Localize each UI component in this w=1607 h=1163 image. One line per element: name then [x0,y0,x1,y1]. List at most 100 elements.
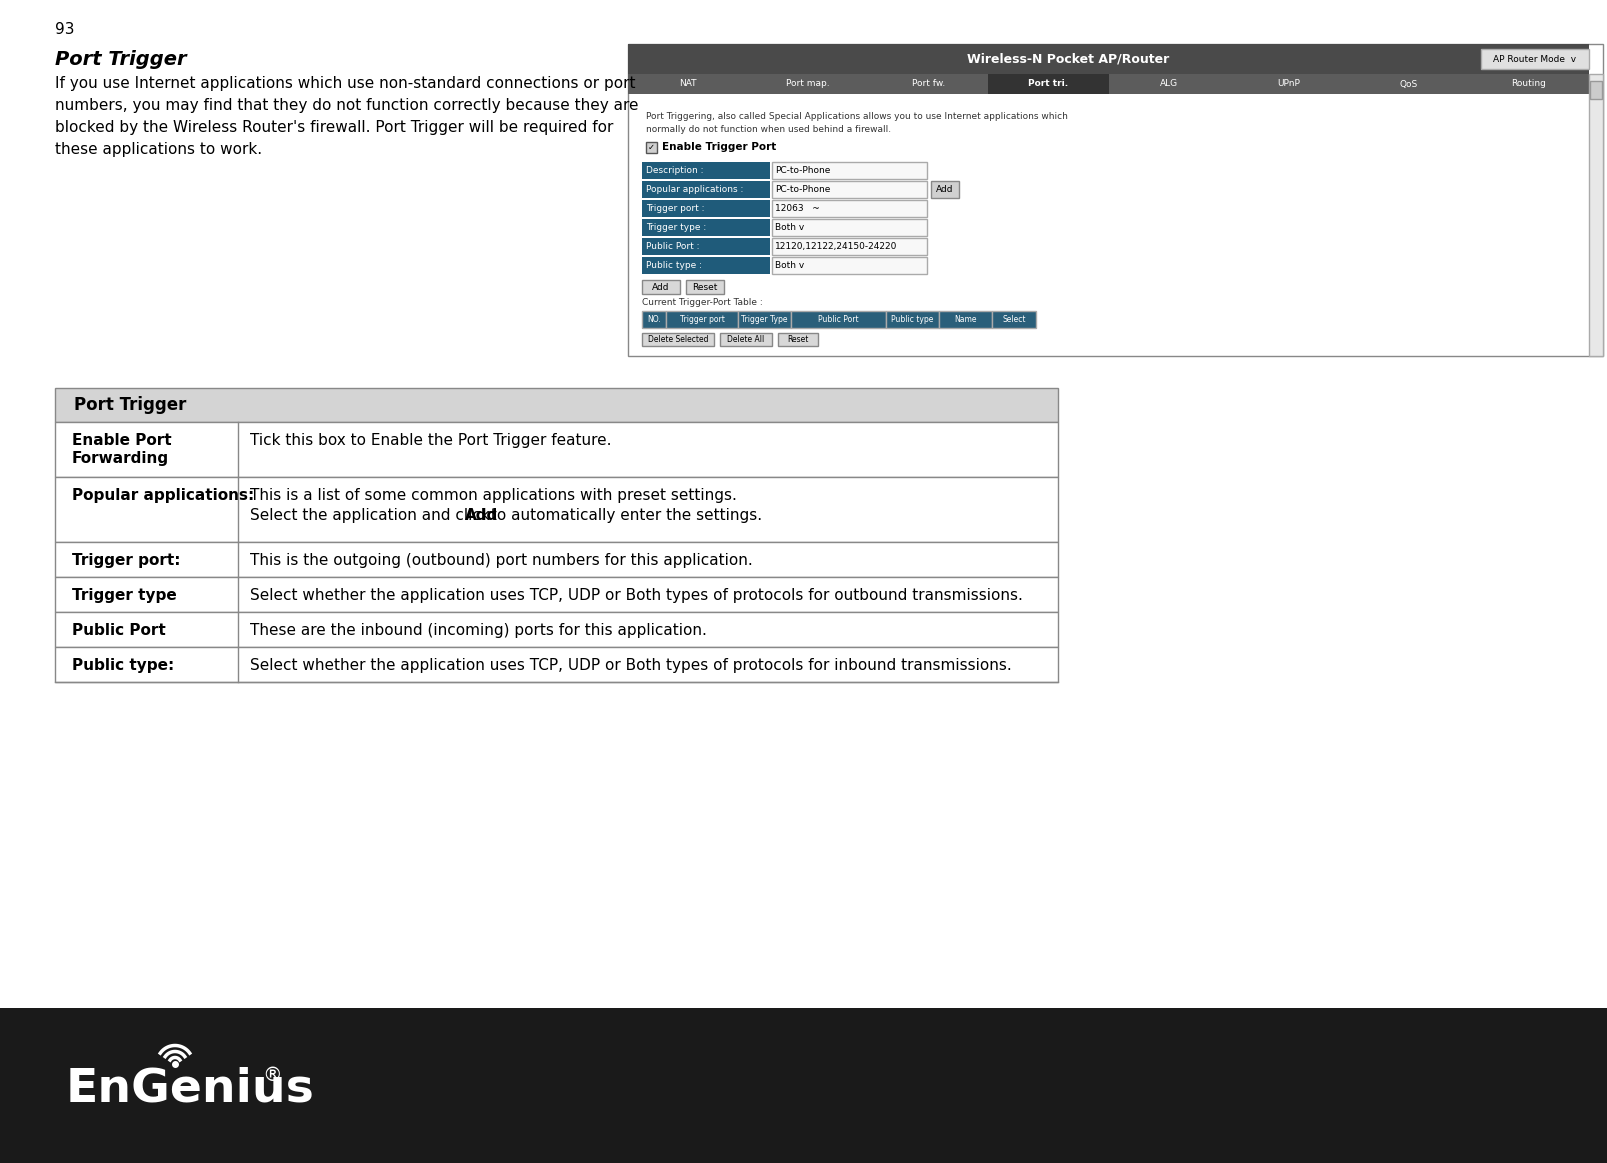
Bar [643,257,770,274]
Text: Trigger port :: Trigger port : [646,204,704,213]
Text: PC-to-Phone: PC-to-Phone [775,166,831,174]
Text: These are the inbound (incoming) ports for this application.: These are the inbound (incoming) ports f… [251,623,707,638]
Text: PC-to-Phone: PC-to-Phone [775,185,831,194]
Bar [643,333,714,347]
Text: Current Trigger-Port Table :: Current Trigger-Port Table : [643,298,763,307]
Bar [771,200,927,217]
Bar [1482,49,1589,69]
Text: Routing: Routing [1512,79,1546,88]
Bar [628,44,1604,356]
Text: Trigger port:: Trigger port: [72,552,180,568]
Bar [778,333,818,347]
Bar [885,311,938,328]
Bar [665,311,738,328]
Text: Public Port: Public Port [72,623,166,638]
Text: EnGenius: EnGenius [66,1066,315,1112]
Bar [771,181,927,198]
Text: Enable Port: Enable Port [72,433,172,448]
Text: Description :: Description : [646,166,704,174]
Text: Trigger type :: Trigger type : [646,223,705,231]
Text: normally do not function when used behind a firewall.: normally do not function when used behin… [646,124,892,134]
Text: Public Port :: Public Port : [646,242,699,251]
Bar [55,577,1057,612]
Text: Both v: Both v [775,261,804,270]
Text: This is a list of some common applications with preset settings.: This is a list of some common applicatio… [251,488,738,504]
Bar [55,612,1057,647]
Text: Public type :: Public type : [646,261,702,270]
Text: Port map.: Port map. [786,79,829,88]
Text: Select: Select [1003,315,1025,324]
Text: Port fw.: Port fw. [911,79,945,88]
Text: Delete Selected: Delete Selected [648,335,709,344]
Bar [938,311,992,328]
Text: 12120,12122,24150-24220: 12120,12122,24150-24220 [775,242,897,251]
Bar [771,238,927,255]
Text: ALG: ALG [1160,79,1178,88]
Bar [930,181,959,198]
Bar [0,1008,1607,1163]
Text: Public type: Public type [892,315,934,324]
Text: Reset: Reset [787,335,808,344]
Text: Reset: Reset [693,283,718,292]
Text: Port tri.: Port tri. [1028,79,1069,88]
Bar [988,74,1109,94]
Bar [771,162,927,179]
Text: Popular applications :: Popular applications : [646,185,744,194]
Text: Add: Add [937,185,953,194]
Bar [771,219,927,236]
Text: 12063   ~: 12063 ~ [775,204,820,213]
Text: Forwarding: Forwarding [72,451,169,466]
Text: Name: Name [955,315,977,324]
Bar [55,388,1057,422]
Text: Port Trigger: Port Trigger [74,395,186,414]
Text: numbers, you may find that they do not function correctly because they are: numbers, you may find that they do not f… [55,98,638,113]
Text: Select the application and click: Select the application and click [251,508,495,523]
Bar [643,181,770,198]
Text: Port Trigger: Port Trigger [55,50,186,69]
Bar [55,477,1057,542]
Text: Tick this box to Enable the Port Trigger feature.: Tick this box to Enable the Port Trigger… [251,433,612,448]
Bar [55,422,1057,477]
Bar [55,647,1057,682]
Text: Public Port: Public Port [818,315,858,324]
Text: NO.: NO. [648,315,660,324]
Text: 93: 93 [55,22,74,37]
Text: QoS: QoS [1400,79,1417,88]
Text: If you use Internet applications which use non-standard connections or port: If you use Internet applications which u… [55,76,635,91]
Text: UPnP: UPnP [1278,79,1300,88]
Bar [686,280,725,294]
Bar [771,257,927,274]
Text: Public type:: Public type: [72,658,174,673]
Bar [738,311,791,328]
Bar [1589,74,1604,356]
Text: ✓: ✓ [648,143,654,152]
Bar [643,280,680,294]
Text: Add: Add [652,283,670,292]
Bar [55,542,1057,577]
Bar [643,311,665,328]
Text: NAT: NAT [680,79,697,88]
Bar [646,142,657,154]
Text: Port Triggering, also called Special Applications allows you to use Internet app: Port Triggering, also called Special App… [646,112,1069,121]
Text: Trigger Type: Trigger Type [741,315,787,324]
Text: to automatically enter the settings.: to automatically enter the settings. [485,508,762,523]
Text: Select whether the application uses TCP, UDP or Both types of protocols for inbo: Select whether the application uses TCP,… [251,658,1012,673]
Text: Add: Add [464,508,498,523]
Bar [643,219,770,236]
Bar [992,311,1037,328]
Text: AP Router Mode  v: AP Router Mode v [1493,55,1576,64]
Text: Select whether the application uses TCP, UDP or Both types of protocols for outb: Select whether the application uses TCP,… [251,588,1024,602]
Text: blocked by the Wireless Router's firewall. Port Trigger will be required for: blocked by the Wireless Router's firewal… [55,120,614,135]
Text: Enable Trigger Port: Enable Trigger Port [662,143,776,152]
Bar [643,238,770,255]
Bar [643,162,770,179]
Bar [1589,81,1602,99]
Bar [628,74,1589,94]
Text: Both v: Both v [775,223,804,231]
Bar [720,333,771,347]
Bar [791,311,885,328]
Text: ®: ® [262,1066,281,1085]
Text: Wireless-N Pocket AP/Router: Wireless-N Pocket AP/Router [967,52,1170,65]
Text: Delete All: Delete All [728,335,765,344]
Bar [628,44,1589,74]
